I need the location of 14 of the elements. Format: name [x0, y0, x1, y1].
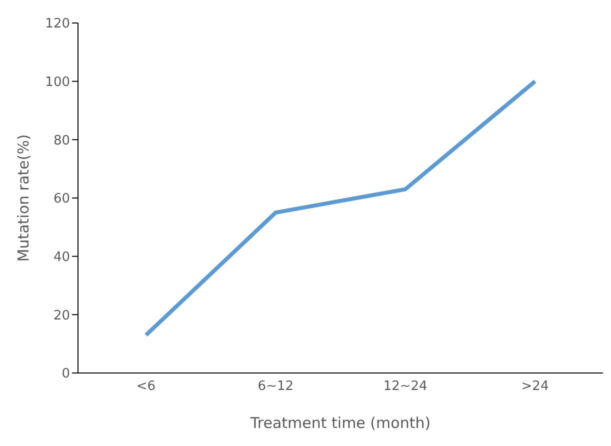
y-axis-title: Mutation rate(%): [14, 134, 32, 262]
x-tick-label: 12~24: [383, 379, 428, 394]
line-series: [144, 79, 537, 338]
x-axis-title: Treatment time (month): [249, 414, 431, 432]
x-tick-label: 6~12: [258, 379, 294, 394]
x-tick-label: >24: [521, 379, 549, 394]
y-tick-label: 20: [53, 308, 70, 324]
y-tick-label: 40: [53, 250, 70, 265]
y-tick-label: 60: [53, 192, 70, 207]
y-tick-label: 80: [53, 133, 70, 148]
y-tick-label: 0: [62, 366, 70, 382]
x-tick-label: <6: [136, 379, 156, 394]
y-tick-label: 120: [45, 16, 70, 32]
y-tick-label: 100: [45, 74, 70, 90]
